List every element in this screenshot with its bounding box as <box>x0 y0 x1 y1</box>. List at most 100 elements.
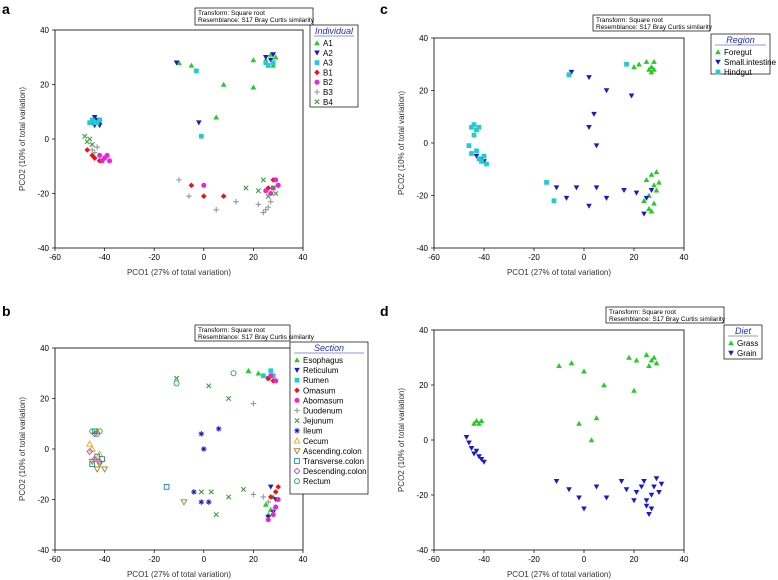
resemblance-text: Resemblance: S17 Bray Curtis similarity <box>609 316 726 323</box>
data-point-Grain <box>581 506 587 512</box>
data-point-Foregut <box>651 200 657 206</box>
data-point-B4 <box>243 185 249 191</box>
data-point-Descending.colon <box>91 455 99 463</box>
legend-item-Grass: Grass <box>737 339 758 348</box>
data-point-Grass <box>556 362 562 368</box>
data-point-Esophagus <box>263 501 269 507</box>
legend-title: Individual <box>315 26 354 36</box>
data-point-B4 <box>82 133 88 139</box>
data-point-A3 <box>265 63 271 68</box>
data-point-Small.intestine <box>573 185 580 191</box>
legend-item-Ileum: Ileum <box>303 427 323 436</box>
data-point-Grass <box>588 437 595 443</box>
data-point-Omasum <box>267 494 274 500</box>
data-point-Grain <box>648 506 655 512</box>
data-point-Transverse.colon <box>89 461 96 467</box>
data-point-Small.intestine <box>586 75 592 81</box>
y-tick-label: 0 <box>45 445 50 454</box>
data-point-B3 <box>186 193 192 200</box>
x-tick-label: -40 <box>99 555 111 564</box>
data-point-A3 <box>87 120 93 126</box>
x-tick-label: 40 <box>299 253 308 262</box>
data-point-Foregut <box>651 66 657 72</box>
data-point-Hindgut <box>474 127 479 133</box>
transform-text: Transform: Square root <box>198 10 265 17</box>
data-point-A2 <box>173 60 180 66</box>
x-tick-label: 0 <box>582 555 587 564</box>
data-point-Foregut <box>643 58 650 64</box>
legend-marker-Grain <box>728 350 734 356</box>
data-point-Foregut <box>641 197 647 203</box>
y-tick-label: 0 <box>424 139 429 148</box>
data-point-Rectum <box>96 428 103 435</box>
data-point-Grass <box>471 420 477 426</box>
legend-item-Esophagus: Esophagus <box>303 356 343 365</box>
panel-label: c <box>380 1 388 17</box>
data-point-B4 <box>270 185 276 191</box>
data-point-Grass <box>633 357 640 363</box>
data-point-B3 <box>91 149 98 156</box>
data-point-Rumen <box>260 373 266 379</box>
legend-marker-Duodenum <box>294 407 300 414</box>
data-point-Hindgut <box>474 148 479 154</box>
x-tick-label: -40 <box>99 253 111 262</box>
data-point-Omasum <box>272 489 279 495</box>
data-point-Grain <box>643 503 650 509</box>
data-point-Grass <box>568 360 575 366</box>
data-point-Jejunum <box>240 486 247 493</box>
data-point-Grain <box>553 479 560 485</box>
data-point-Duodenum <box>265 499 272 505</box>
data-point-Jejunum <box>173 375 180 381</box>
legend-marker-Ascending.colon <box>293 448 301 455</box>
data-point-Ascending.colon <box>93 466 101 473</box>
data-point-Rectum <box>89 428 96 435</box>
data-point-Duodenum <box>260 494 267 500</box>
data-point-Grain <box>648 492 655 498</box>
data-point-B1 <box>188 182 195 189</box>
x-tick-label: 40 <box>680 253 689 262</box>
data-point-B4 <box>89 141 95 148</box>
data-point-B4 <box>265 193 271 199</box>
data-point-A2 <box>270 52 277 58</box>
legend-marker-B4 <box>314 99 320 105</box>
data-point-B1 <box>84 147 91 153</box>
x-tick-label: 0 <box>582 253 587 262</box>
data-point-Abomasum <box>270 512 276 518</box>
panel-label: a <box>2 1 10 17</box>
data-point-Small.intestine <box>648 188 655 194</box>
data-point-Grain <box>658 481 665 487</box>
data-point-A3 <box>94 120 100 126</box>
data-point-Grass <box>581 368 587 374</box>
x-tick-label: -20 <box>528 555 540 564</box>
data-point-Hindgut <box>476 124 482 130</box>
data-point-Jejunum <box>225 395 232 402</box>
data-point-Grass <box>653 360 660 366</box>
legend-marker-Rectum <box>294 478 300 485</box>
y-axis-label: PCO2 (10% of total variation) <box>397 91 406 195</box>
data-point-Small.intestine <box>603 88 610 94</box>
legend-item-B3: B3 <box>323 88 333 97</box>
legend-item-Transverse.colon: Transverse.colon <box>303 457 364 466</box>
data-point-Grain <box>638 484 645 490</box>
data-point-Grain <box>466 440 472 446</box>
legend-title: Section <box>314 343 344 353</box>
data-point-Hindgut <box>544 179 549 185</box>
legend-item-Abomasum: Abomasum <box>303 396 344 405</box>
data-point-Hindgut <box>469 124 474 130</box>
data-point-A2 <box>196 120 202 126</box>
legend-marker-B2 <box>314 79 320 85</box>
data-point-B3 <box>267 198 274 205</box>
data-point-Grass <box>643 351 650 357</box>
legend-marker-Hindgut <box>715 69 721 75</box>
data-point-Rectum <box>173 380 180 387</box>
data-point-Ileum <box>201 446 207 452</box>
data-point-Grass <box>648 357 655 363</box>
data-point-Grain <box>653 476 660 482</box>
data-point-Hindgut <box>471 122 477 128</box>
x-tick-label: -40 <box>478 555 490 564</box>
data-point-B3 <box>94 144 100 150</box>
legend-marker-Abomasum <box>294 397 300 403</box>
data-point-Grass <box>576 420 582 426</box>
